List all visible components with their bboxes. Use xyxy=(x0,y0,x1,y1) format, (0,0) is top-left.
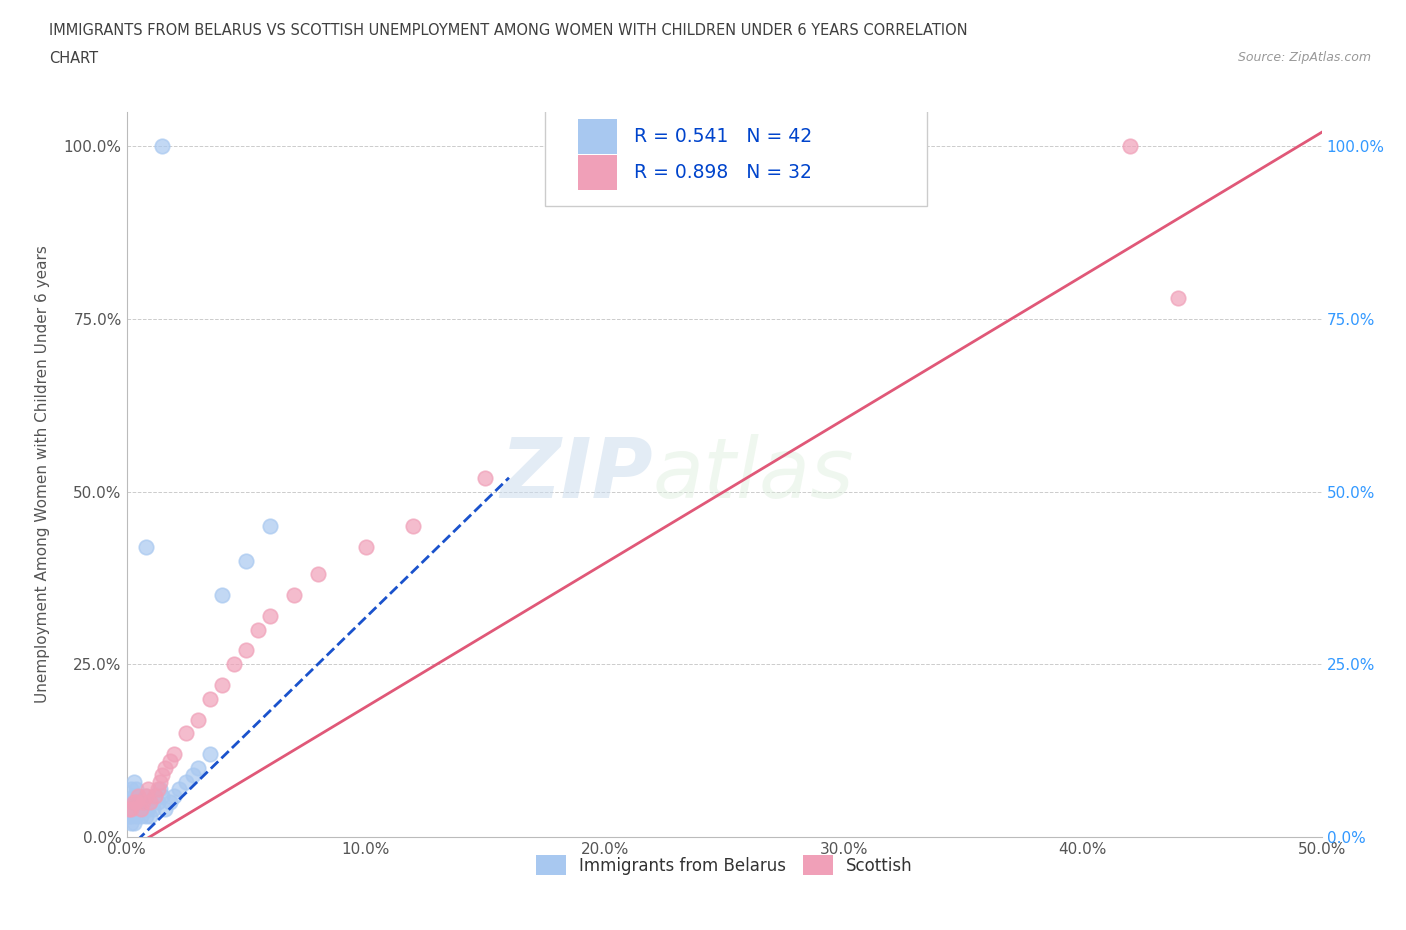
Text: ZIP: ZIP xyxy=(499,433,652,515)
Point xyxy=(150,767,174,782)
Point xyxy=(135,539,157,554)
Point xyxy=(222,657,246,671)
Point xyxy=(187,712,209,727)
Point xyxy=(1167,291,1189,306)
Point xyxy=(122,775,145,790)
Point xyxy=(247,622,270,637)
Legend: Immigrants from Belarus, Scottish: Immigrants from Belarus, Scottish xyxy=(527,847,921,884)
Point xyxy=(474,471,496,485)
Point xyxy=(153,761,176,776)
Point xyxy=(125,795,148,810)
Point xyxy=(307,567,329,582)
Point xyxy=(127,802,149,817)
Point xyxy=(200,747,222,762)
Point xyxy=(125,795,148,810)
Point xyxy=(283,588,305,603)
Point xyxy=(211,678,233,693)
Point xyxy=(139,795,162,810)
Point xyxy=(120,809,142,824)
Point xyxy=(150,139,174,153)
Point xyxy=(118,802,141,817)
Point xyxy=(135,809,157,824)
Point xyxy=(153,802,176,817)
Point xyxy=(354,539,377,554)
Point xyxy=(1119,139,1142,153)
Point xyxy=(118,802,141,817)
Point xyxy=(146,781,169,796)
Point xyxy=(183,767,205,782)
Point xyxy=(211,588,233,603)
Point xyxy=(402,519,425,534)
Point xyxy=(163,747,186,762)
Point xyxy=(259,519,281,534)
Point xyxy=(135,788,157,803)
Point xyxy=(235,553,257,568)
Point xyxy=(150,788,174,803)
Text: IMMIGRANTS FROM BELARUS VS SCOTTISH UNEMPLOYMENT AMONG WOMEN WITH CHILDREN UNDER: IMMIGRANTS FROM BELARUS VS SCOTTISH UNEM… xyxy=(49,23,967,38)
Text: R = 0.898   N = 32: R = 0.898 N = 32 xyxy=(634,163,813,182)
Point xyxy=(135,788,157,803)
Point xyxy=(127,788,149,803)
Point xyxy=(146,795,169,810)
Point xyxy=(136,781,159,796)
Point xyxy=(174,775,197,790)
Point xyxy=(139,795,162,810)
Text: R = 0.541   N = 42: R = 0.541 N = 42 xyxy=(634,126,813,146)
Point xyxy=(129,809,152,824)
Bar xyxy=(578,119,616,153)
Bar xyxy=(578,155,616,190)
Point xyxy=(120,816,142,830)
Point xyxy=(129,795,152,810)
Text: CHART: CHART xyxy=(49,51,98,66)
Point xyxy=(163,788,186,803)
Point xyxy=(136,802,159,817)
Point xyxy=(139,809,162,824)
Point xyxy=(149,781,172,796)
Point xyxy=(120,802,142,817)
Point xyxy=(235,643,257,658)
Y-axis label: Unemployment Among Women with Children Under 6 years: Unemployment Among Women with Children U… xyxy=(35,246,49,703)
Point xyxy=(187,761,209,776)
Text: Source: ZipAtlas.com: Source: ZipAtlas.com xyxy=(1237,51,1371,64)
Point xyxy=(120,781,142,796)
Point xyxy=(142,802,165,817)
Point xyxy=(174,726,197,741)
Point xyxy=(159,795,181,810)
Point xyxy=(118,795,141,810)
Point xyxy=(125,781,148,796)
Point xyxy=(200,691,222,706)
FancyBboxPatch shape xyxy=(544,108,927,206)
Point xyxy=(143,788,166,803)
Point xyxy=(122,816,145,830)
Point xyxy=(143,788,166,803)
Point xyxy=(122,795,145,810)
Point xyxy=(132,802,155,817)
Point xyxy=(167,781,190,796)
Point xyxy=(118,809,141,824)
Text: atlas: atlas xyxy=(652,433,853,515)
Point xyxy=(122,788,145,803)
Point xyxy=(122,802,145,817)
Point xyxy=(132,795,155,810)
Point xyxy=(127,788,149,803)
Point xyxy=(159,753,181,768)
Point xyxy=(259,608,281,623)
Point xyxy=(149,775,172,790)
Point xyxy=(120,795,142,810)
Point xyxy=(129,802,152,817)
Point xyxy=(125,809,148,824)
